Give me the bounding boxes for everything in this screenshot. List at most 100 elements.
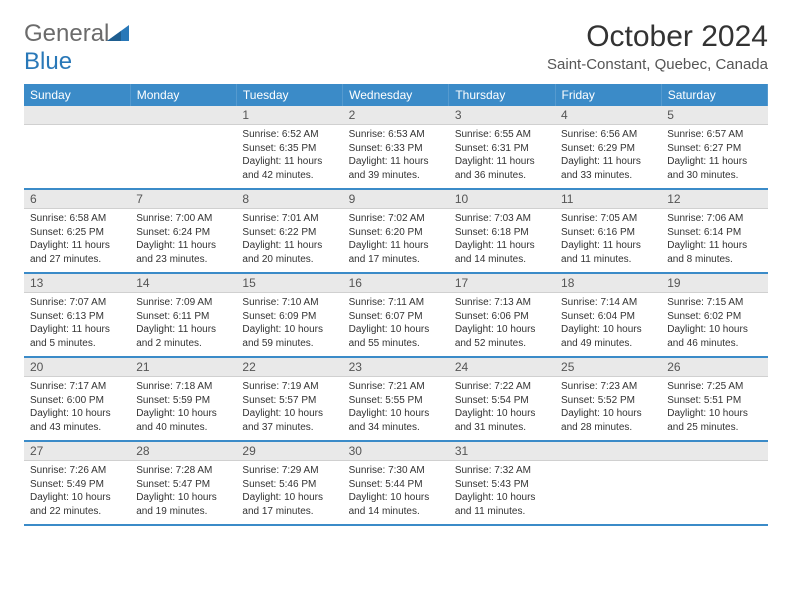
sunset-text: Sunset: 6:29 PM (561, 142, 655, 156)
day-details: Sunrise: 7:06 AMSunset: 6:14 PMDaylight:… (661, 209, 767, 272)
sunrise-text: Sunrise: 6:52 AM (242, 128, 336, 142)
logo-text: General Blue (24, 20, 129, 76)
sunset-text: Sunset: 5:57 PM (242, 394, 336, 408)
day-details: Sunrise: 7:32 AMSunset: 5:43 PMDaylight:… (449, 461, 555, 524)
day-number: 20 (24, 358, 130, 377)
day-details: Sunrise: 7:13 AMSunset: 6:06 PMDaylight:… (449, 293, 555, 356)
daylight-text: Daylight: 10 hours and 11 minutes. (455, 491, 549, 518)
daylight-text: Daylight: 10 hours and 43 minutes. (30, 407, 124, 434)
daylight-text: Daylight: 10 hours and 25 minutes. (667, 407, 761, 434)
sunset-text: Sunset: 6:25 PM (30, 226, 124, 240)
sunset-text: Sunset: 6:00 PM (30, 394, 124, 408)
sunrise-text: Sunrise: 7:14 AM (561, 296, 655, 310)
sunrise-text: Sunrise: 7:11 AM (349, 296, 443, 310)
day-details: Sunrise: 7:29 AMSunset: 5:46 PMDaylight:… (236, 461, 342, 524)
sunrise-text: Sunrise: 6:58 AM (30, 212, 124, 226)
day-details: Sunrise: 6:56 AMSunset: 6:29 PMDaylight:… (555, 125, 661, 188)
calendar-day-cell: 7Sunrise: 7:00 AMSunset: 6:24 PMDaylight… (130, 189, 236, 273)
day-details: Sunrise: 7:10 AMSunset: 6:09 PMDaylight:… (236, 293, 342, 356)
day-details (661, 461, 767, 519)
day-details: Sunrise: 7:11 AMSunset: 6:07 PMDaylight:… (343, 293, 449, 356)
daylight-text: Daylight: 11 hours and 39 minutes. (349, 155, 443, 182)
calendar-day-cell: 6Sunrise: 6:58 AMSunset: 6:25 PMDaylight… (24, 189, 130, 273)
sunrise-text: Sunrise: 7:26 AM (30, 464, 124, 478)
sunset-text: Sunset: 5:55 PM (349, 394, 443, 408)
daylight-text: Daylight: 11 hours and 20 minutes. (242, 239, 336, 266)
calendar-week-row: 27Sunrise: 7:26 AMSunset: 5:49 PMDayligh… (24, 441, 768, 525)
day-number: 25 (555, 358, 661, 377)
sunset-text: Sunset: 6:33 PM (349, 142, 443, 156)
day-details: Sunrise: 7:25 AMSunset: 5:51 PMDaylight:… (661, 377, 767, 440)
day-number: 17 (449, 274, 555, 293)
sunrise-text: Sunrise: 7:23 AM (561, 380, 655, 394)
day-number: 28 (130, 442, 236, 461)
weekday-header: Wednesday (343, 84, 449, 106)
sunrise-text: Sunrise: 7:01 AM (242, 212, 336, 226)
day-number: 14 (130, 274, 236, 293)
day-number: 31 (449, 442, 555, 461)
sunset-text: Sunset: 5:49 PM (30, 478, 124, 492)
sunset-text: Sunset: 6:27 PM (667, 142, 761, 156)
calendar-week-row: 1Sunrise: 6:52 AMSunset: 6:35 PMDaylight… (24, 106, 768, 189)
calendar-day-cell (24, 106, 130, 189)
day-number: 24 (449, 358, 555, 377)
sunrise-text: Sunrise: 7:10 AM (242, 296, 336, 310)
daylight-text: Daylight: 10 hours and 19 minutes. (136, 491, 230, 518)
day-details: Sunrise: 7:18 AMSunset: 5:59 PMDaylight:… (130, 377, 236, 440)
calendar-day-cell: 17Sunrise: 7:13 AMSunset: 6:06 PMDayligh… (449, 273, 555, 357)
sunrise-text: Sunrise: 7:18 AM (136, 380, 230, 394)
sunset-text: Sunset: 6:14 PM (667, 226, 761, 240)
calendar-day-cell: 31Sunrise: 7:32 AMSunset: 5:43 PMDayligh… (449, 441, 555, 525)
daylight-text: Daylight: 10 hours and 59 minutes. (242, 323, 336, 350)
day-number (661, 442, 767, 461)
sunset-text: Sunset: 6:22 PM (242, 226, 336, 240)
day-details: Sunrise: 7:28 AMSunset: 5:47 PMDaylight:… (130, 461, 236, 524)
sunset-text: Sunset: 6:02 PM (667, 310, 761, 324)
title-block: October 2024 Saint-Constant, Quebec, Can… (547, 20, 768, 73)
sunrise-text: Sunrise: 6:56 AM (561, 128, 655, 142)
day-number: 9 (343, 190, 449, 209)
location-label: Saint-Constant, Quebec, Canada (547, 56, 768, 73)
weekday-header: Friday (555, 84, 661, 106)
sunset-text: Sunset: 6:35 PM (242, 142, 336, 156)
day-details (130, 125, 236, 183)
logo-part1: General (24, 20, 109, 47)
daylight-text: Daylight: 11 hours and 33 minutes. (561, 155, 655, 182)
day-number: 11 (555, 190, 661, 209)
day-details: Sunrise: 7:19 AMSunset: 5:57 PMDaylight:… (236, 377, 342, 440)
day-details: Sunrise: 6:53 AMSunset: 6:33 PMDaylight:… (343, 125, 449, 188)
day-number: 5 (661, 106, 767, 125)
day-details: Sunrise: 7:01 AMSunset: 6:22 PMDaylight:… (236, 209, 342, 272)
calendar-day-cell: 28Sunrise: 7:28 AMSunset: 5:47 PMDayligh… (130, 441, 236, 525)
calendar-day-cell: 27Sunrise: 7:26 AMSunset: 5:49 PMDayligh… (24, 441, 130, 525)
calendar-day-cell: 23Sunrise: 7:21 AMSunset: 5:55 PMDayligh… (343, 357, 449, 441)
day-details: Sunrise: 7:03 AMSunset: 6:18 PMDaylight:… (449, 209, 555, 272)
sunrise-text: Sunrise: 7:30 AM (349, 464, 443, 478)
logo: General Blue (24, 20, 129, 76)
day-number: 21 (130, 358, 236, 377)
daylight-text: Daylight: 10 hours and 49 minutes. (561, 323, 655, 350)
day-number: 6 (24, 190, 130, 209)
day-number (555, 442, 661, 461)
calendar-day-cell (661, 441, 767, 525)
calendar-day-cell: 24Sunrise: 7:22 AMSunset: 5:54 PMDayligh… (449, 357, 555, 441)
day-details: Sunrise: 6:55 AMSunset: 6:31 PMDaylight:… (449, 125, 555, 188)
calendar-day-cell: 5Sunrise: 6:57 AMSunset: 6:27 PMDaylight… (661, 106, 767, 189)
day-number: 13 (24, 274, 130, 293)
sunrise-text: Sunrise: 6:53 AM (349, 128, 443, 142)
day-number: 3 (449, 106, 555, 125)
sunrise-text: Sunrise: 7:03 AM (455, 212, 549, 226)
day-number: 30 (343, 442, 449, 461)
calendar-day-cell: 11Sunrise: 7:05 AMSunset: 6:16 PMDayligh… (555, 189, 661, 273)
daylight-text: Daylight: 11 hours and 23 minutes. (136, 239, 230, 266)
daylight-text: Daylight: 10 hours and 46 minutes. (667, 323, 761, 350)
day-number: 29 (236, 442, 342, 461)
day-details (555, 461, 661, 519)
day-number: 2 (343, 106, 449, 125)
daylight-text: Daylight: 10 hours and 55 minutes. (349, 323, 443, 350)
daylight-text: Daylight: 11 hours and 14 minutes. (455, 239, 549, 266)
calendar-day-cell: 29Sunrise: 7:29 AMSunset: 5:46 PMDayligh… (236, 441, 342, 525)
calendar-day-cell: 12Sunrise: 7:06 AMSunset: 6:14 PMDayligh… (661, 189, 767, 273)
day-number: 22 (236, 358, 342, 377)
day-number: 18 (555, 274, 661, 293)
